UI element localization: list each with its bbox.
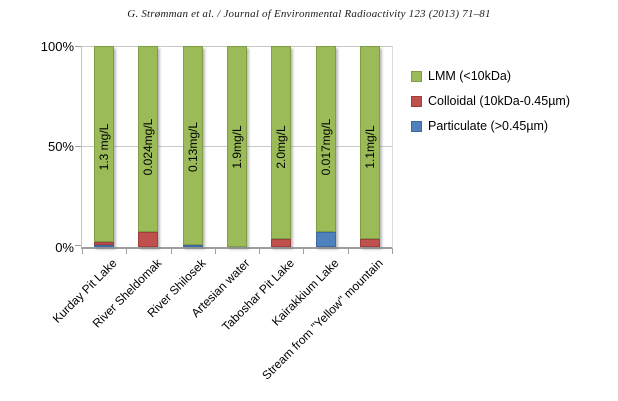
bar-segment-lmm	[182, 46, 203, 245]
stacked-bar	[359, 46, 380, 247]
paper-running-head: G. Strømman et al. / Journal of Environm…	[127, 8, 491, 20]
stacked-bar	[226, 46, 247, 247]
bar-concentration-label: 2.0mg/L	[274, 124, 289, 169]
bar-slot: 0.017mg/L Kairakkium Lake	[269, 46, 347, 329]
bar-concentration-label: 0.017mg/L	[318, 118, 333, 175]
bar-slot: 0.13mg/L River Shilosek	[144, 46, 215, 320]
bar-concentration-label: 1.3 mg/L	[97, 123, 112, 170]
stacked-bar	[315, 46, 336, 247]
stacked-bar	[94, 46, 115, 247]
bar-slot: 2.0mg/L Taboshar Pit Lake	[219, 46, 303, 334]
stacked-bar	[138, 46, 159, 247]
bar-segment-lmm	[359, 46, 380, 239]
bar-segment-lmm	[315, 46, 336, 232]
bar-segment-lmm	[138, 46, 159, 232]
legend-swatch-colloidal	[411, 95, 422, 107]
bar-segment-colloidal	[138, 231, 159, 247]
y-axis-tick-label-50: 50%	[47, 139, 74, 154]
legend-item-lmm: LMM (<10kDa)	[411, 68, 570, 84]
bar-concentration-label: 1.9mg/L	[229, 124, 244, 169]
stacked-bar	[182, 46, 203, 247]
bar-concentration-label: 1.1mg/L	[362, 124, 377, 169]
y-axis-tick-mark	[75, 245, 81, 246]
bar-slot: 0.024mg/L River Sheldomak	[90, 46, 170, 331]
bar-segment-lmm	[94, 46, 115, 242]
legend-label-particulate: Particulate (>0.45µm)	[428, 119, 549, 133]
bar-segment-particulate	[94, 245, 115, 247]
bar-slot: 1.1mg/L Stream from "Yellow" mountain	[259, 46, 394, 382]
legend-label-colloidal: Colloidal (10kDa-0.45µm)	[428, 94, 570, 108]
bar-segment-particulate	[315, 231, 336, 247]
bar-segment-lmm	[226, 46, 247, 247]
bar-segment-colloidal	[359, 238, 380, 247]
legend-item-colloidal: Colloidal (10kDa-0.45µm)	[411, 93, 570, 109]
bar-concentration-label: 0.024mg/L	[141, 118, 156, 175]
bar-slots-row: 1.3 mg/L Kurday Pit Lake 0.024mg/L River…	[50, 46, 394, 382]
bar-segment-particulate	[182, 245, 203, 247]
chart-legend: LMM (<10kDa) Colloidal (10kDa-0.45µm) Part…	[411, 68, 570, 143]
legend-swatch-particulate	[411, 120, 422, 132]
y-axis-tick-mark	[75, 46, 81, 47]
bar-segment-colloidal	[271, 238, 292, 247]
stacked-bar-chart-plot-area: 1.3 mg/L Kurday Pit Lake 0.024mg/L River…	[50, 46, 394, 382]
y-axis-tick-label-100: 100%	[40, 39, 74, 54]
y-axis-tick-label-0: 0%	[55, 240, 74, 255]
bar-slot: 1.3 mg/L Kurday Pit Lake	[50, 46, 126, 326]
legend-item-particulate: Particulate (>0.45µm)	[411, 118, 570, 134]
bar-segment-lmm	[271, 46, 292, 239]
bar-slot: 1.9mg/L Artesian water	[189, 46, 259, 320]
stacked-bar	[271, 46, 292, 247]
bar-concentration-label: 0.13mg/L	[185, 121, 200, 172]
legend-label-lmm: LMM (<10kDa)	[428, 69, 512, 83]
bar-segment-colloidal	[94, 242, 115, 245]
y-axis-tick-mark	[75, 146, 81, 147]
legend-swatch-lmm	[411, 70, 422, 82]
